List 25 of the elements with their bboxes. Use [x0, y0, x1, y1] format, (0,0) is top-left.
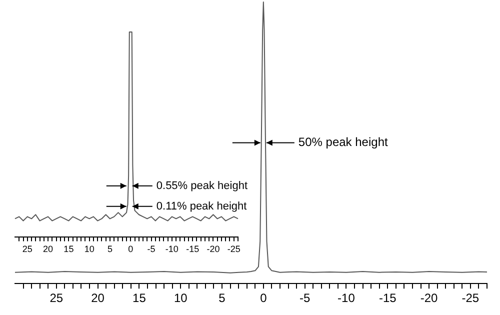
x-tick-label: 10: [84, 244, 94, 254]
annotation: 50% peak height: [298, 135, 388, 150]
x-tick-label: 5: [107, 244, 112, 254]
x-tick-label: -20: [206, 244, 220, 254]
x-tick-label: -25: [227, 244, 240, 254]
x-tick-label: -5: [299, 291, 310, 306]
x-tick-label: 25: [50, 291, 64, 306]
x-tick-label: -25: [462, 291, 480, 306]
x-tick-label: 20: [91, 291, 105, 306]
x-tick-label: 20: [43, 244, 54, 254]
x-tick-label: 25: [22, 244, 32, 254]
x-tick-label: -15: [186, 244, 200, 254]
annotation: 0.11% peak height: [156, 200, 247, 212]
x-tick-label: 15: [64, 244, 74, 254]
x-tick-label: 10: [174, 291, 188, 306]
x-tick-label: 0: [128, 244, 134, 254]
x-tick-label: -15: [378, 291, 397, 306]
x-tick-label: 15: [132, 291, 146, 306]
x-tick-label: -5: [147, 244, 156, 254]
x-tick-label: 0: [260, 291, 268, 306]
x-tick-label: -10: [338, 291, 356, 306]
annotation: 0.55% peak height: [156, 180, 248, 192]
x-tick-label: -10: [165, 244, 178, 254]
x-tick-label: -20: [420, 291, 438, 306]
x-tick-label: 5: [218, 291, 226, 306]
